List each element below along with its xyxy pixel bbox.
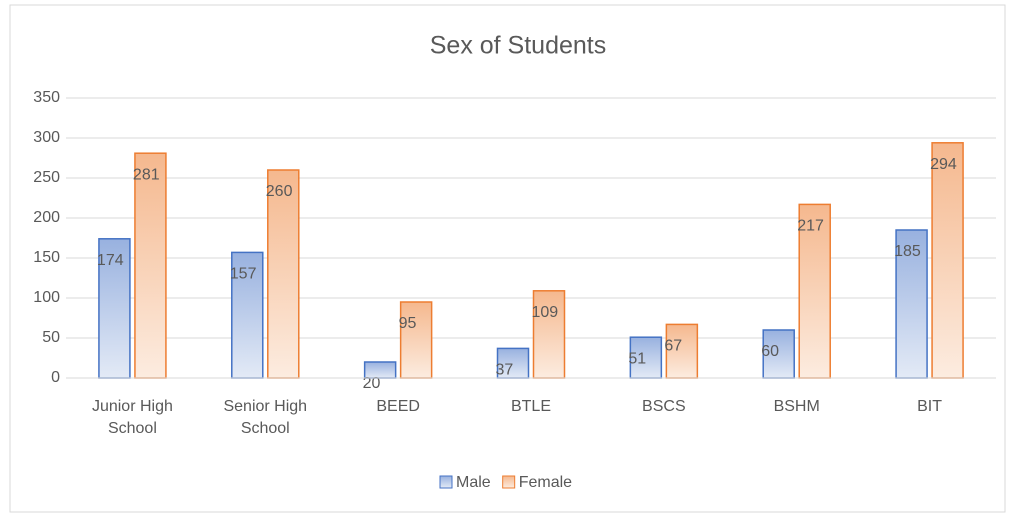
y-tick-label: 100 [33,289,60,306]
bar [931,142,964,379]
data-label: 67 [664,338,682,355]
data-label: 20 [363,375,381,392]
data-label: 217 [797,218,824,235]
y-tick-label: 350 [33,89,60,106]
bar [267,169,300,379]
data-label: 95 [399,315,417,332]
bar [496,347,530,379]
chart-title: Sex of Students [430,32,607,60]
y-tick-label: 200 [33,209,60,226]
legend-label: Male [456,474,491,491]
y-tick-label: 50 [42,329,60,346]
bar [895,229,928,379]
bar [665,323,699,379]
data-label: 260 [266,183,293,200]
data-label: 157 [230,266,257,283]
x-tick-label: Senior High School [223,398,308,437]
x-tick-label: BSHM [773,398,820,415]
y-tick-label: 250 [33,169,60,186]
y-tick-label: 0 [51,369,60,386]
bar [798,203,831,379]
y-tick-label: 150 [33,249,60,266]
data-label: 51 [628,350,646,367]
x-tick-label: BSCS [642,398,686,415]
bar [532,290,566,379]
legend-swatch [502,475,516,489]
data-label: 60 [761,343,779,360]
x-tick-label: BEED [376,398,420,415]
y-tick-label: 300 [33,129,60,146]
bar [762,329,795,379]
bar [629,336,663,379]
data-label: 174 [97,252,124,269]
x-tick-label: Junior High School [91,398,173,437]
legend-swatch [439,475,453,489]
x-tick-label: BIT [917,398,942,415]
bar [231,251,264,379]
bar [134,152,167,379]
data-label: 109 [532,304,559,321]
data-label: 294 [930,156,957,173]
x-tick-label: BTLE [510,398,551,415]
bar [399,301,433,379]
data-label: 185 [894,243,921,260]
data-label: 281 [133,166,160,183]
data-label: 37 [496,362,514,379]
legend-label: Female [519,474,572,491]
